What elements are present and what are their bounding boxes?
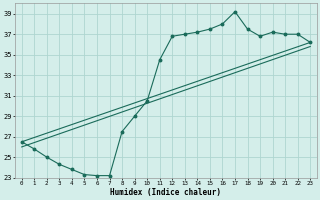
- X-axis label: Humidex (Indice chaleur): Humidex (Indice chaleur): [110, 188, 221, 197]
